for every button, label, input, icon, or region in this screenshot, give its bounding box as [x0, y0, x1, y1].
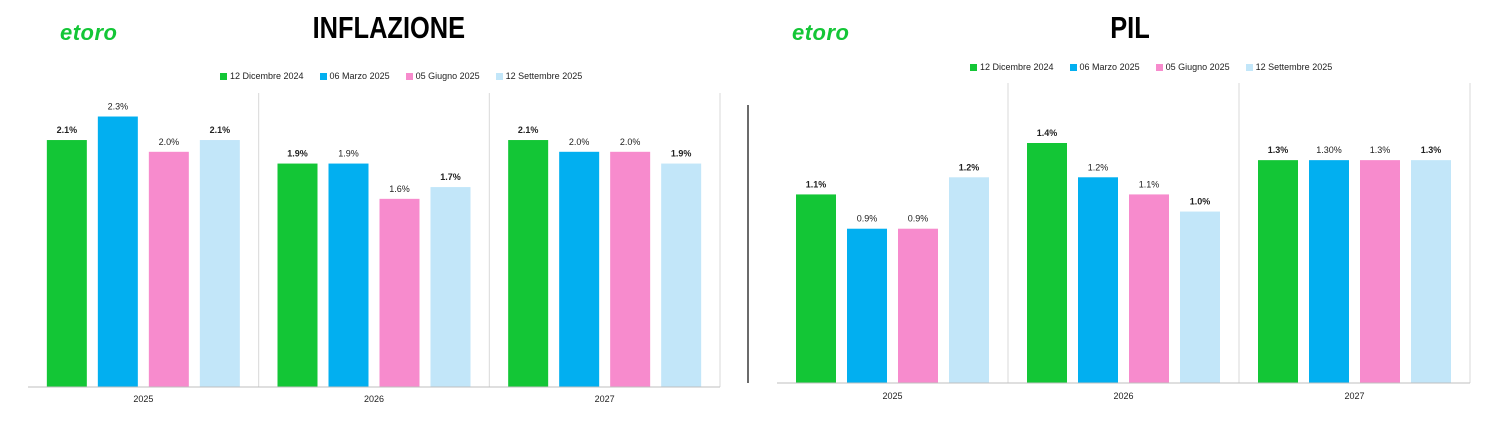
data-label: 0.9%	[908, 214, 929, 224]
x-tick-label: 2027	[595, 394, 615, 404]
legend-swatch	[405, 72, 413, 80]
legend-item: 12 Settembre 2025	[495, 71, 583, 81]
panel-divider	[747, 105, 749, 383]
data-label: 1.9%	[338, 149, 359, 159]
data-label: 1.6%	[389, 184, 410, 194]
bar	[610, 151, 651, 387]
bar	[328, 163, 369, 387]
legend-item: 12 Dicembre 2024	[220, 71, 304, 81]
data-label: 2.1%	[57, 125, 78, 135]
legend-item: 12 Dicembre 2024	[970, 62, 1054, 72]
x-tick-label: 2027	[1344, 391, 1364, 401]
bar	[430, 187, 471, 387]
legend-label: 12 Settembre 2025	[505, 71, 583, 81]
bar	[1078, 177, 1118, 383]
bar	[1309, 160, 1349, 383]
legend-swatch	[1245, 63, 1253, 71]
legend-swatch	[495, 72, 503, 80]
data-label: 2.1%	[518, 125, 539, 135]
legend-label: 05 Giugno 2025	[1165, 62, 1230, 72]
bar	[277, 163, 318, 387]
inflation-bar-chart: 2.1% 2.3% 2.0% 2.1% 2025 1.9% 1.9% 1.6% 1.7% 2026…	[28, 93, 721, 404]
data-label: 1.4%	[1037, 128, 1058, 138]
bar	[97, 116, 138, 388]
legend-swatch	[1069, 63, 1077, 71]
legend-swatch	[970, 63, 977, 71]
bar	[508, 140, 549, 387]
bar	[1360, 160, 1400, 383]
bar	[559, 151, 600, 387]
legend-swatch	[220, 72, 227, 80]
legend-item: 12 Settembre 2025	[1245, 62, 1333, 72]
data-label: 2.0%	[159, 137, 180, 147]
chart-legend: 12 Dicembre 2024 06 Marzo 2025 05 Giugno…	[220, 71, 582, 81]
data-label: 1.3%	[1370, 145, 1391, 155]
data-label: 1.1%	[1139, 179, 1160, 189]
legend-swatch	[1155, 63, 1163, 71]
x-tick-label: 2025	[882, 391, 902, 401]
legend-item: 06 Marzo 2025	[319, 71, 390, 81]
etoro-logo: etoro	[60, 20, 118, 45]
bar	[661, 163, 702, 387]
legend-label: 05 Giugno 2025	[415, 71, 480, 81]
legend-label: 06 Marzo 2025	[1079, 62, 1140, 72]
data-label: 1.9%	[287, 149, 308, 159]
legend-item: 05 Giugno 2025	[405, 71, 480, 81]
bar	[1027, 143, 1067, 383]
data-label: 1.30%	[1316, 145, 1342, 155]
bar	[1180, 211, 1220, 383]
chart-title: PIL	[1110, 10, 1150, 45]
data-label: 1.2%	[959, 162, 980, 172]
x-tick-label: 2025	[133, 394, 153, 404]
legend-label: 06 Marzo 2025	[329, 71, 390, 81]
etoro-logo: etoro	[792, 20, 850, 45]
bar	[1411, 160, 1451, 383]
data-label: 1.7%	[440, 172, 461, 182]
data-label: 1.0%	[1190, 197, 1211, 207]
data-label: 1.2%	[1088, 162, 1109, 172]
bar	[148, 151, 189, 387]
data-label: 2.0%	[620, 137, 641, 147]
legend-label: 12 Dicembre 2024	[230, 71, 304, 81]
data-label: 1.3%	[1421, 145, 1442, 155]
bar	[1258, 160, 1298, 383]
data-label: 2.3%	[108, 102, 129, 112]
bar	[847, 228, 887, 383]
legend-swatch	[319, 72, 327, 80]
legend-item: 05 Giugno 2025	[1155, 62, 1230, 72]
bar	[1129, 194, 1169, 383]
data-label: 1.3%	[1268, 145, 1289, 155]
gdp-bar-chart: 1.1% 0.9% 0.9% 1.2% 2025 1.4% 1.2% 1.1% 1.0% 2026…	[777, 83, 1471, 401]
legend-label: 12 Dicembre 2024	[980, 62, 1054, 72]
chart-legend: 12 Dicembre 2024 06 Marzo 2025 05 Giugno…	[970, 62, 1332, 72]
x-tick-label: 2026	[1113, 391, 1133, 401]
data-label: 0.9%	[857, 214, 878, 224]
bar	[898, 228, 938, 383]
data-label: 2.1%	[210, 125, 231, 135]
legend-label: 12 Settembre 2025	[1255, 62, 1333, 72]
bar	[949, 177, 989, 383]
inflation-panel: etoro INFLAZIONE 12 Dicembre 2024 06 Mar…	[0, 0, 740, 426]
data-label: 1.1%	[806, 179, 827, 189]
data-label: 2.0%	[569, 137, 590, 147]
x-tick-label: 2026	[364, 394, 384, 404]
bar	[46, 140, 87, 387]
gdp-panel: etoro PIL 12 Dicembre 2024 06 Marzo 2025…	[760, 0, 1505, 426]
bar	[199, 140, 240, 387]
legend-item: 06 Marzo 2025	[1069, 62, 1140, 72]
bar	[796, 194, 836, 383]
bar	[379, 198, 420, 387]
data-label: 1.9%	[671, 149, 692, 159]
